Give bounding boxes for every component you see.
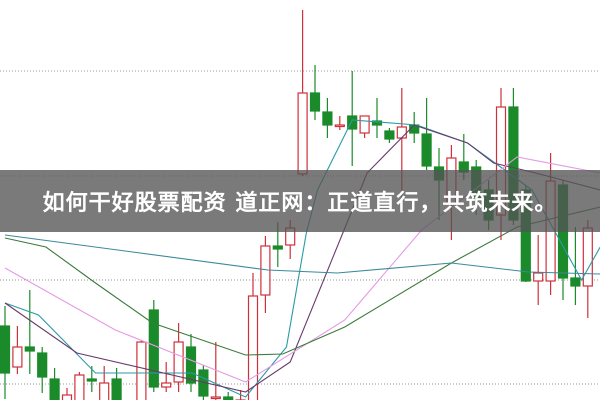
candle-up bbox=[582, 227, 593, 287]
moving-average-line bbox=[4, 206, 600, 356]
candle-down bbox=[309, 92, 321, 112]
candle-up bbox=[210, 396, 221, 400]
candle-up bbox=[173, 341, 184, 383]
candle-down bbox=[570, 277, 581, 287]
candle-down bbox=[24, 346, 35, 352]
candle-up bbox=[396, 126, 407, 139]
candle-down bbox=[0, 325, 11, 374]
candle-down bbox=[347, 115, 358, 130]
candle-up bbox=[61, 394, 73, 400]
candle-down bbox=[111, 378, 122, 400]
candle-down bbox=[223, 396, 234, 400]
candle-up bbox=[247, 295, 259, 400]
candle-down bbox=[49, 378, 60, 400]
candle-down bbox=[86, 378, 97, 382]
candle-up bbox=[136, 341, 147, 400]
candle-up bbox=[359, 115, 370, 134]
moving-average-line bbox=[4, 234, 600, 275]
candle-down bbox=[37, 352, 48, 378]
candle-up bbox=[99, 382, 110, 400]
title-banner: 如何干好股票配资 道正网：正道直行，共筑未来。 bbox=[0, 170, 600, 232]
candle-down bbox=[322, 111, 333, 126]
candle-down bbox=[148, 309, 159, 388]
candle-up bbox=[12, 346, 23, 368]
candle-down bbox=[371, 120, 383, 126]
candle-down bbox=[384, 130, 395, 140]
candle-down bbox=[421, 133, 432, 167]
candle-up bbox=[161, 382, 172, 388]
moving-average-line bbox=[4, 156, 600, 383]
candle-down bbox=[185, 346, 197, 384]
candle-up bbox=[297, 92, 308, 175]
candle-up bbox=[334, 124, 345, 128]
candle-up bbox=[533, 272, 544, 282]
candle-up bbox=[74, 374, 85, 400]
banner-text: 如何干好股票配资 道正网：正道直行，共筑未来。 bbox=[42, 191, 558, 216]
candle-down bbox=[272, 245, 283, 250]
